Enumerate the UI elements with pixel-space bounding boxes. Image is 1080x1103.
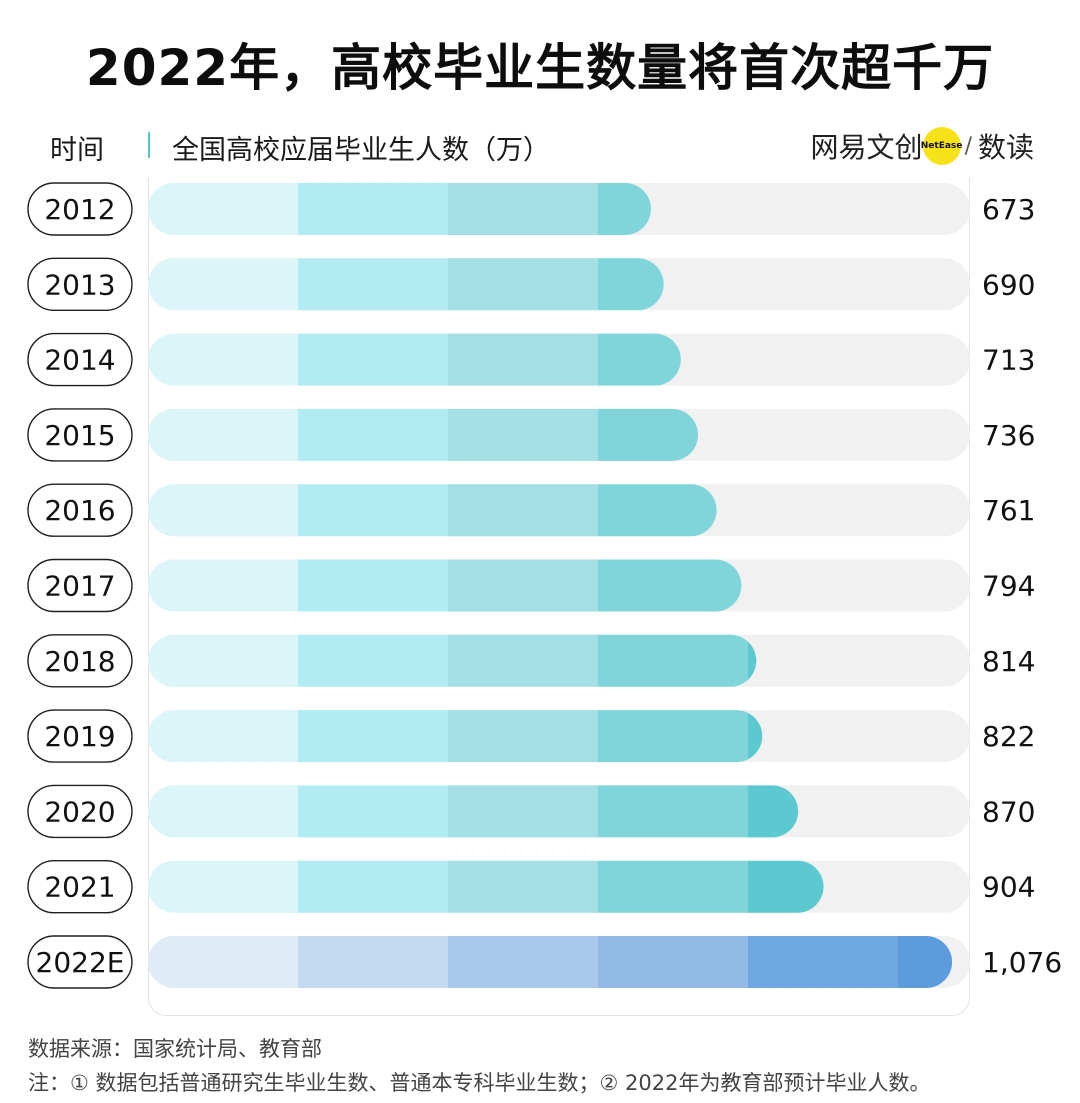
category-label: 2013 — [44, 268, 115, 301]
category-label: 2019 — [44, 720, 115, 753]
category-label: 2017 — [44, 570, 115, 603]
category-label: 2012 — [44, 193, 115, 226]
category-label: 2021 — [44, 871, 115, 904]
category-label: 2020 — [44, 795, 115, 828]
year-pill — [27, 784, 133, 839]
bar — [148, 333, 681, 386]
bar-chart: 2012 673 2013 690 2014 713 2015 736 2016 761 2017 7… — [27, 182, 1062, 989]
data-source: 数据来源：国家统计局、教育部 — [28, 1037, 322, 1061]
column-header-value: 全国高校应届毕业生人数（万） — [172, 135, 550, 166]
chart-title: 2022年，高校毕业生数量将首次超千万 — [85, 39, 995, 97]
bar — [148, 408, 698, 461]
chart-frame — [148, 178, 970, 1016]
column-header-time: 时间 — [50, 135, 104, 166]
category-label: 2018 — [44, 645, 115, 678]
data-label: 822 — [982, 720, 1035, 753]
bar — [148, 183, 651, 235]
data-label: 736 — [982, 419, 1035, 452]
bar — [148, 634, 757, 687]
year-pill — [27, 408, 133, 462]
bar — [148, 785, 799, 838]
brand-name-left: 网易文创 — [810, 131, 923, 164]
data-label: 904 — [982, 871, 1035, 904]
brand-slash: / — [964, 133, 972, 159]
year-pill — [27, 634, 133, 688]
bar — [148, 710, 763, 763]
bar — [148, 860, 824, 913]
data-label: 814 — [982, 645, 1035, 678]
year-pill — [27, 935, 133, 989]
year-pill — [27, 257, 133, 312]
footer-notes: 数据来源：国家统计局、教育部 注：① 数据包括普通研究生毕业生数、普通本专科毕业… — [28, 1032, 930, 1100]
data-label: 794 — [982, 570, 1035, 603]
bar — [148, 559, 742, 612]
brand-dot-icon: NetEase — [920, 127, 963, 165]
year-pill — [27, 558, 133, 613]
year-pill — [27, 182, 133, 236]
data-label: 761 — [982, 494, 1035, 527]
year-pill — [27, 709, 133, 763]
brand-name-right: 数读 — [977, 131, 1034, 164]
year-pill — [27, 860, 133, 914]
brand-dot-label: NetEase — [920, 141, 963, 151]
year-pill — [27, 483, 133, 537]
bar — [148, 936, 953, 988]
bar — [148, 258, 664, 311]
data-label: 690 — [982, 268, 1035, 301]
data-label: 713 — [982, 344, 1035, 377]
year-pill — [27, 332, 133, 387]
data-label: 870 — [982, 795, 1035, 828]
category-label: 2022E — [36, 946, 125, 979]
header-separator — [148, 132, 150, 158]
category-label: 2014 — [44, 344, 115, 377]
data-label: 1,076 — [982, 946, 1062, 979]
data-label: 673 — [982, 193, 1035, 226]
bar — [148, 484, 717, 537]
category-label: 2015 — [44, 419, 115, 452]
category-label: 2016 — [44, 494, 115, 527]
footnote: 注：① 数据包括普通研究生毕业生数、普通本专科毕业生数；② 2022年为教育部预… — [28, 1071, 931, 1095]
brand-logo: 网易文创 NetEase / 数读 — [811, 124, 1034, 168]
